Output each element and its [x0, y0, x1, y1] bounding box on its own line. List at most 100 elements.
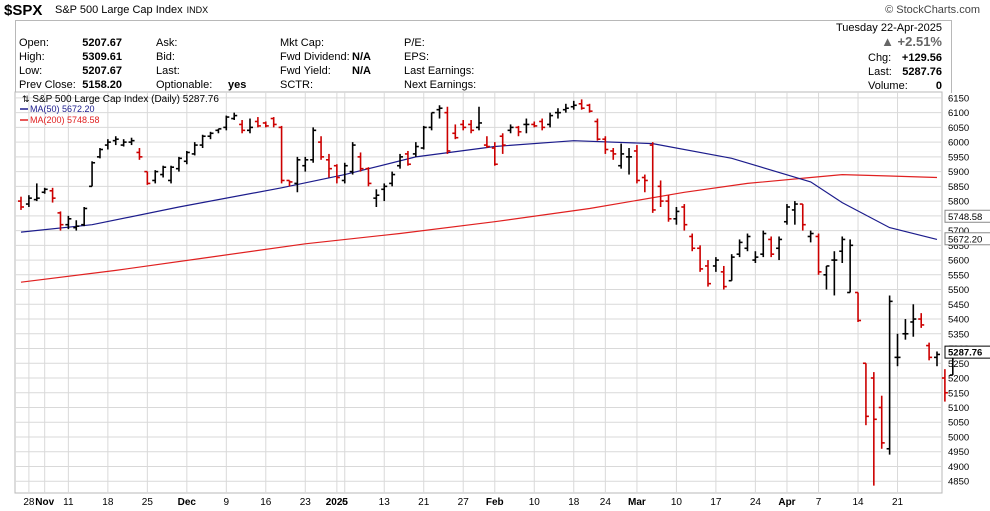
ohlc-bar — [499, 133, 506, 154]
ohlc-bar — [736, 239, 743, 258]
y-tick-label: 5350 — [948, 329, 969, 340]
ohlc-bar — [341, 162, 348, 184]
brand-watermark[interactable]: © StockCharts.com — [885, 4, 980, 16]
last-price-label: 5287.76 — [944, 345, 990, 359]
ohlc-bar — [878, 395, 885, 449]
high-label: High: — [19, 51, 45, 63]
ohlc-bar — [673, 206, 680, 225]
ohlc-bar — [191, 142, 198, 156]
legend-symbol-glyph: ⇅ — [22, 94, 30, 104]
ohlc-bar — [847, 239, 854, 294]
ohlc-bar — [712, 257, 719, 272]
ohlc-bar — [270, 117, 277, 128]
chg-value: +129.56 — [901, 52, 942, 64]
x-tick-label: 9 — [224, 497, 230, 508]
last-label: Last: — [156, 65, 180, 77]
last-earnings-label: Last Earnings: — [404, 65, 475, 77]
ohlc-bar — [239, 120, 246, 134]
ohlc-bar — [18, 196, 24, 210]
ohlc-bar — [33, 183, 40, 202]
x-tick-label: 24 — [600, 497, 612, 508]
y-tick-label: 5250 — [948, 359, 969, 370]
symbol[interactable]: $SPX — [4, 2, 43, 19]
ohlc-bar — [602, 136, 609, 154]
ohlc-bar — [776, 236, 783, 261]
ohlc-bar — [452, 124, 459, 140]
ohlc-bar — [618, 143, 625, 169]
ohlc-bar — [25, 195, 32, 207]
ma200-line — [20, 173, 938, 283]
company-name: S&P 500 Large Cap Index INDX — [55, 4, 208, 16]
ohlc-bar — [855, 291, 862, 322]
x-tick-label: 21 — [418, 497, 430, 508]
ohlc-bar — [839, 236, 846, 264]
chg-label: Chg: — [868, 52, 892, 64]
ohlc-bar — [578, 99, 585, 110]
gridlines — [15, 92, 942, 493]
x-tick-label: Dec — [178, 497, 197, 508]
ohlc-bar — [278, 125, 285, 184]
ohlc-bar — [665, 195, 672, 222]
ohlc-bar — [744, 233, 751, 252]
fwd-dividend-label: Fwd Dividend: — [280, 51, 350, 63]
ohlc-bar — [626, 148, 633, 175]
ohlc-bar — [926, 342, 933, 361]
ohlc-bar — [294, 156, 301, 193]
index-name: S&P 500 Large Cap Index — [55, 4, 183, 16]
y-tick-label: 6150 — [948, 93, 969, 104]
ohlc-bar — [397, 153, 404, 169]
ohlc-bar — [231, 112, 238, 121]
ohlc-bar — [81, 206, 88, 227]
x-tick-label: 16 — [260, 497, 272, 508]
ohlc-bar — [444, 106, 451, 154]
x-tick-label: Mar — [628, 497, 646, 508]
open-value: 5207.67 — [82, 37, 122, 49]
next-earnings-label: Next Earnings: — [404, 79, 477, 91]
ohlc-bar — [183, 150, 190, 165]
ohlc-bar — [862, 362, 869, 426]
y-tick-label: 5850 — [948, 182, 969, 193]
ohlc-bar — [799, 203, 806, 231]
ma50-line — [20, 140, 938, 240]
x-tick-label: 14 — [852, 497, 864, 508]
legend-main: ⇅ S&P 500 Large Cap Index (Daily) 5287.7… — [22, 94, 219, 105]
ohlc-bar — [918, 313, 925, 328]
ohlc-bar — [823, 265, 830, 290]
x-tick-label: 7 — [816, 497, 822, 508]
y-tick-label: 4900 — [948, 462, 969, 473]
x-tick-label: 27 — [458, 497, 470, 508]
ohlc-bar — [554, 108, 561, 119]
ohlc-bar — [262, 121, 269, 128]
x-tick-label: 6 — [342, 497, 348, 508]
ask-label: Ask: — [156, 37, 178, 49]
ohlc-bar — [223, 115, 230, 131]
ohlc-bar — [720, 265, 727, 290]
y-tick-label: 4950 — [948, 447, 969, 458]
ohlc-bar — [902, 319, 909, 340]
pe-label: P/E: — [404, 37, 425, 49]
percent-change: ▲ +2.51% — [881, 34, 942, 49]
x-tick-label: Nov — [35, 497, 54, 508]
ohlc-bar — [404, 150, 411, 166]
ohlc-bar — [689, 233, 696, 252]
ohlc-bar — [697, 245, 704, 272]
ohlc-bar — [247, 118, 253, 134]
ohlc-bar — [96, 148, 103, 159]
ma50-price-label: 5672.20 — [944, 232, 990, 246]
last2-label: Last: — [868, 66, 892, 78]
y-tick-label: 5400 — [948, 315, 969, 326]
ohlc-bar — [436, 105, 443, 119]
volume-label: Volume: — [868, 80, 908, 92]
ohlc-bar — [910, 304, 917, 337]
mkt-cap-label: Mkt Cap: — [280, 37, 325, 49]
exchange: INDX — [186, 5, 209, 15]
ohlc-bar — [325, 153, 332, 178]
ohlc-bar — [870, 372, 877, 486]
ohlc-bar — [491, 142, 498, 166]
ohlc-bar — [752, 251, 759, 264]
ohlc-bar — [49, 187, 56, 203]
x-tick-label: 13 — [379, 497, 391, 508]
